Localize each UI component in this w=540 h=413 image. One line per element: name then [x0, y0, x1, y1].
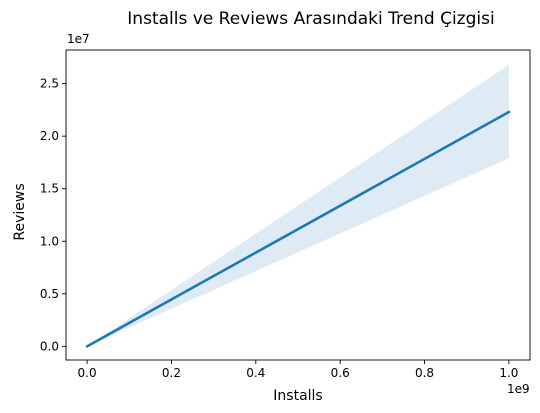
x-tick-label: 0.2	[162, 366, 181, 380]
x-tick-label: 0.4	[246, 366, 265, 380]
x-offset-label: 1e9	[507, 382, 530, 396]
x-axis-ticks: 0.0 0.2 0.4 0.6 0.8 1.0	[78, 360, 518, 380]
y-tick-label: 2.5	[40, 77, 59, 91]
y-tick-label: 0.5	[40, 287, 59, 301]
x-tick-label: 1.0	[499, 366, 518, 380]
plot-area	[65, 49, 531, 361]
y-tick-label: 1.0	[40, 234, 59, 248]
x-axis-label: Installs	[273, 388, 322, 404]
y-axis-label: Reviews	[12, 183, 28, 240]
y-tick-label: 1.5	[40, 182, 59, 196]
x-tick-label: 0.8	[415, 366, 434, 380]
trend-line	[85, 110, 511, 348]
chart-title: Installs ve Reviews Arasındaki Trend Çiz…	[127, 9, 494, 29]
y-tick-label: 2.0	[40, 129, 59, 143]
y-axis-ticks: 0.0 0.5 1.0 1.5 2.0 2.5	[40, 77, 66, 353]
confidence-band	[87, 64, 509, 347]
x-tick-label: 0.6	[331, 366, 350, 380]
axes-frame	[65, 49, 531, 361]
y-tick-label: 0.0	[40, 339, 59, 353]
x-tick-label: 0.0	[78, 366, 97, 380]
y-offset-label: 1e7	[67, 32, 90, 46]
